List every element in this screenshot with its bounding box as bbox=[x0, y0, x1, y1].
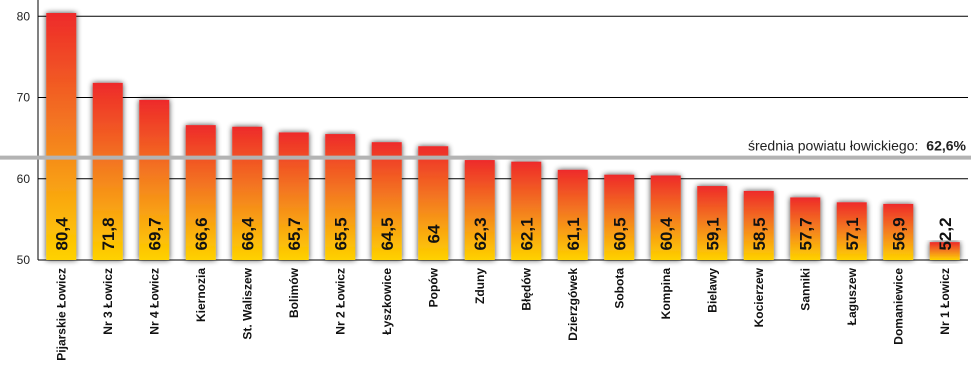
y-tick-label: 70 bbox=[17, 91, 31, 105]
category-label: Sobota bbox=[612, 268, 626, 309]
bar-value-label: 52,2 bbox=[936, 217, 955, 250]
category-label: Pijarskie Łowicz bbox=[54, 268, 68, 361]
average-line: średnia powiatu łowickiego: 62,6% bbox=[0, 138, 971, 160]
bar-value-label: 66,4 bbox=[238, 217, 257, 251]
category-label: Nr 4 Łowicz bbox=[147, 268, 161, 335]
bar-value-label: 60,5 bbox=[610, 217, 629, 250]
bar bbox=[232, 126, 263, 260]
bar bbox=[185, 125, 216, 260]
bars: 80,4 71,8 69,7 66,6 66,4 65,7 65,5 64,5 64 62,3 62… bbox=[46, 13, 960, 260]
average-label-text: średnia powiatu łowickiego: bbox=[748, 138, 918, 154]
category-label: St. Waliszew bbox=[240, 267, 254, 339]
average-value: 62,6% bbox=[926, 138, 966, 154]
bar bbox=[418, 146, 449, 260]
bar bbox=[464, 160, 495, 260]
bar-value-label: 62,1 bbox=[517, 217, 536, 250]
category-label: Popów bbox=[426, 267, 440, 307]
bar-value-label: 65,5 bbox=[331, 217, 350, 250]
bar-value-label: 60,4 bbox=[657, 217, 676, 251]
bar-value-label: 57,1 bbox=[843, 217, 862, 250]
bar-value-label: 71,8 bbox=[99, 217, 118, 250]
bar-value-label: 66,6 bbox=[192, 217, 211, 250]
category-label: Nr 2 Łowicz bbox=[333, 268, 347, 335]
bar bbox=[743, 190, 774, 260]
category-label: Nr 3 Łowicz bbox=[101, 268, 115, 335]
category-label: Nr 1 Łowicz bbox=[938, 268, 952, 335]
bar-value-label: 58,5 bbox=[750, 217, 769, 250]
bar-value-label: 65,7 bbox=[285, 217, 304, 250]
bar-value-label: 64 bbox=[424, 224, 443, 243]
bar-value-label: 59,1 bbox=[703, 217, 722, 250]
category-label: Błędów bbox=[519, 267, 533, 310]
bar bbox=[883, 203, 914, 260]
category-label: Domaniewice bbox=[891, 268, 905, 345]
y-tick-label: 80 bbox=[17, 9, 31, 23]
bar bbox=[557, 169, 588, 260]
bar-value-label: 56,9 bbox=[889, 217, 908, 250]
bar bbox=[650, 175, 681, 260]
y-tick-label: 50 bbox=[17, 253, 31, 267]
average-label: średnia powiatu łowickiego: 62,6% bbox=[748, 138, 967, 154]
bar bbox=[929, 242, 960, 260]
bar-value-label: 61,1 bbox=[564, 217, 583, 250]
bar bbox=[511, 161, 542, 260]
y-tick-label: 60 bbox=[17, 172, 31, 186]
bar-value-label: 57,7 bbox=[796, 217, 815, 250]
x-axis-labels: Pijarskie Łowicz Nr 3 Łowicz Nr 4 Łowicz Ki… bbox=[54, 267, 952, 360]
category-label: Łyszkowice bbox=[380, 268, 394, 335]
bar bbox=[790, 197, 821, 260]
category-label: Zduny bbox=[473, 268, 487, 304]
bar bbox=[697, 186, 728, 260]
bar bbox=[278, 132, 309, 260]
bar bbox=[139, 99, 170, 260]
bar bbox=[371, 142, 402, 260]
category-label: Kiernozia bbox=[194, 268, 208, 322]
category-label: Dzierzgówek bbox=[566, 268, 580, 341]
category-label: Kocierzew bbox=[752, 267, 766, 327]
category-label: Sanniki bbox=[798, 268, 812, 311]
bar-value-label: 80,4 bbox=[52, 217, 71, 251]
category-label: Bolimów bbox=[287, 267, 301, 318]
bar bbox=[92, 82, 123, 260]
category-label: Bielawy bbox=[705, 268, 719, 313]
category-label: Łaguszew bbox=[845, 267, 859, 325]
bar-value-label: 62,3 bbox=[471, 217, 490, 250]
bar bbox=[604, 174, 635, 260]
bar-value-label: 69,7 bbox=[145, 217, 164, 250]
y-axis: 50 60 70 80 bbox=[17, 0, 39, 267]
category-label: Kompina bbox=[659, 268, 673, 320]
bar bbox=[836, 202, 867, 260]
bar bbox=[325, 134, 356, 260]
bar bbox=[46, 13, 77, 260]
bar-value-label: 64,5 bbox=[378, 217, 397, 250]
